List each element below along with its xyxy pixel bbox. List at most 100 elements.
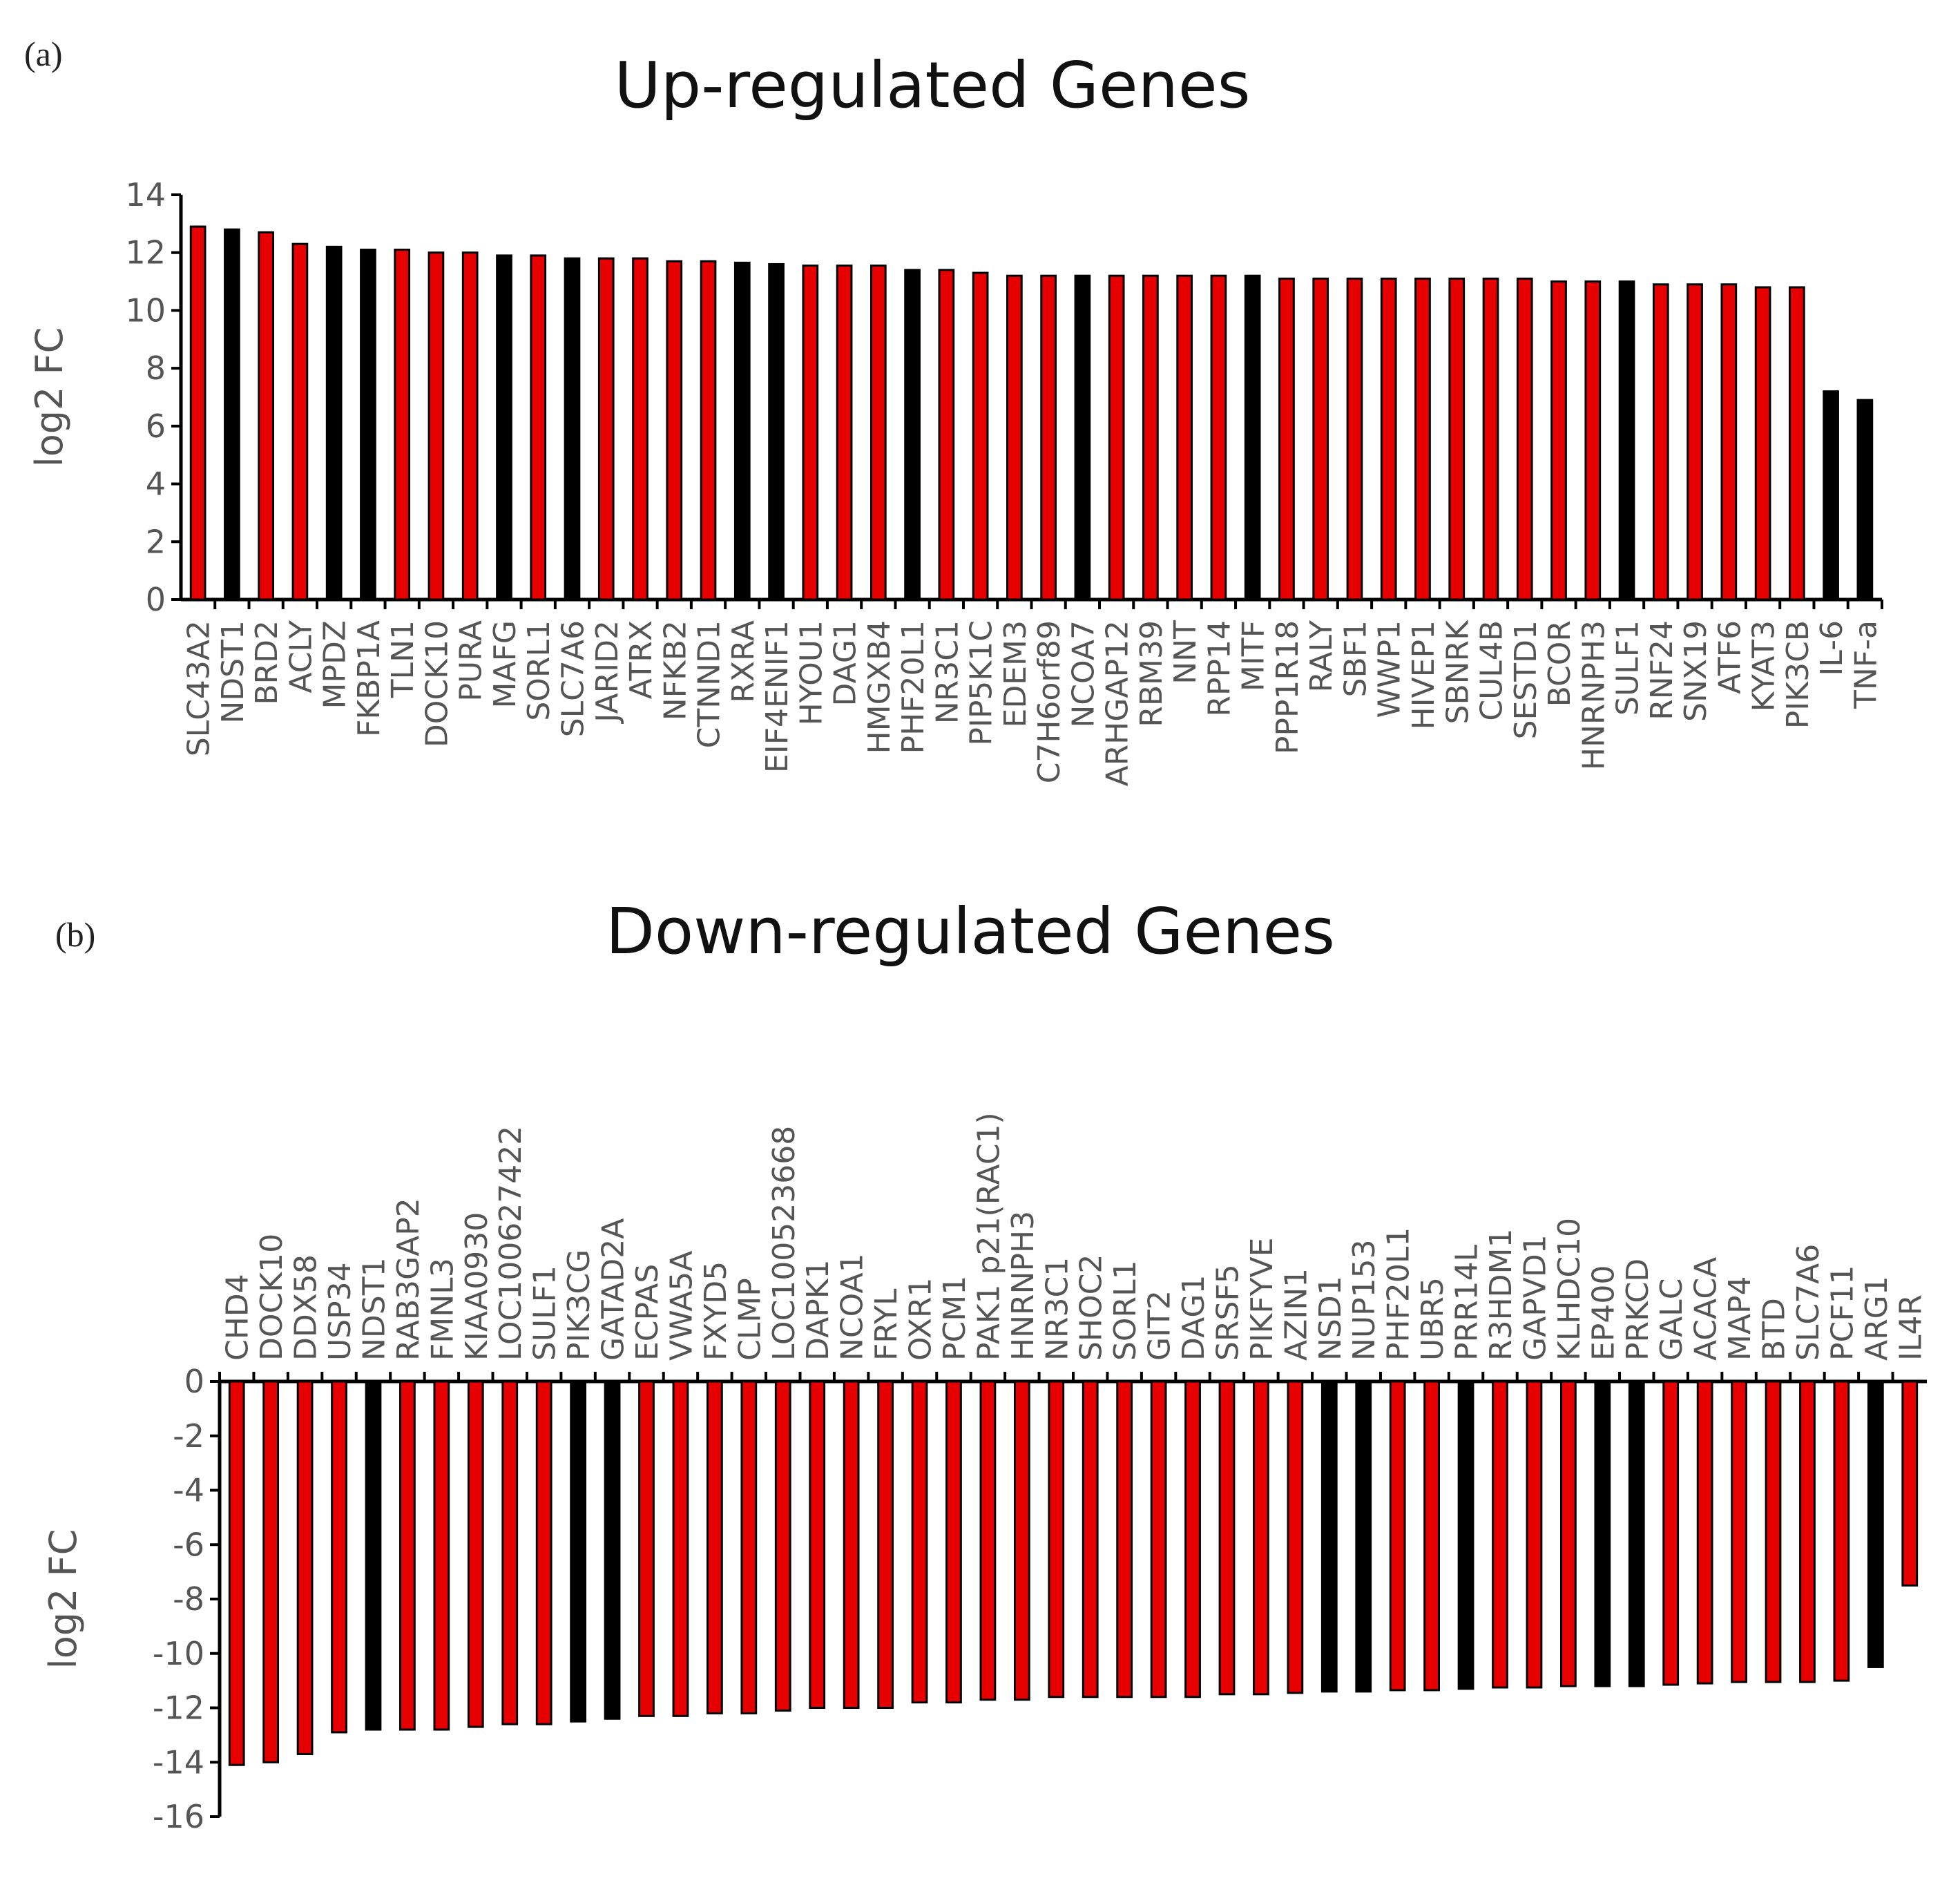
category-label: TLN1 — [385, 620, 421, 698]
category-label: PHF20L1 — [1381, 1227, 1416, 1361]
bar-pik3cb — [1789, 286, 1805, 601]
bar-nr3c1 — [938, 269, 955, 601]
category-label: PCF11 — [1825, 1265, 1860, 1361]
bar-phf20l1 — [904, 269, 921, 601]
category-label: HNRNPH3 — [1576, 620, 1611, 770]
category-label: BRD2 — [249, 620, 285, 705]
bar-pikfyve — [1253, 1380, 1269, 1696]
category-label: EP400 — [1586, 1265, 1621, 1361]
category-label: NR3C1 — [1039, 1257, 1075, 1361]
bar-nsd1 — [1320, 1380, 1338, 1693]
y-tick-label: 12 — [125, 234, 166, 271]
category-label: SORL1 — [1108, 1260, 1143, 1361]
bar-hyou1 — [802, 265, 819, 601]
bar-fryl — [877, 1380, 894, 1709]
bar-ctnnd1 — [700, 260, 717, 601]
bar-mafg — [496, 254, 512, 601]
bar-loc100627422 — [501, 1380, 519, 1725]
category-label: LOC100523668 — [767, 1126, 802, 1361]
category-label: CTNND1 — [692, 620, 727, 748]
category-label: MITF — [1236, 620, 1271, 691]
bar-sorl1 — [530, 254, 547, 601]
bar-sorl1 — [1116, 1380, 1133, 1699]
bar-ndst1 — [224, 228, 240, 601]
bar-atrx — [632, 257, 648, 601]
y-tick-label: 2 — [146, 523, 166, 560]
category-label: SHOC2 — [1074, 1254, 1109, 1361]
bar-slc7a6 — [1799, 1380, 1816, 1683]
bar-hnrnph3 — [1013, 1380, 1030, 1701]
bar-shoc2 — [1082, 1380, 1099, 1699]
category-label: FMNL3 — [425, 1258, 460, 1361]
category-label: LOC100627422 — [493, 1126, 528, 1361]
y-axis-label: log2 FC — [28, 327, 71, 468]
category-label: SBNRK — [1440, 620, 1475, 725]
category-label: UBR5 — [1415, 1277, 1450, 1361]
category-label: BCOR — [1542, 620, 1577, 707]
bar-kyat3 — [1754, 286, 1771, 601]
up-regulated-chart: 0 2 4 6 8 10 12 14 log2 FC SLC43A2NDST1BRD2ACLYMP… — [28, 176, 1883, 786]
bar-mitf — [1244, 274, 1261, 601]
bar-wwp1 — [1380, 277, 1397, 601]
bar-gapvd1 — [1526, 1380, 1543, 1689]
bar-sbnrk — [1448, 277, 1466, 601]
bar-pura — [461, 251, 479, 601]
bar-dock10 — [262, 1380, 280, 1763]
category-label: KIAA0930 — [459, 1212, 494, 1361]
category-label: SULF1 — [528, 1265, 563, 1361]
bar-acly — [291, 242, 309, 601]
category-label: PURA — [454, 620, 489, 702]
bar-dock10 — [427, 251, 445, 601]
bar-clmp — [740, 1380, 758, 1714]
category-label: SULF1 — [1611, 620, 1646, 716]
category-label: BTD — [1757, 1298, 1792, 1361]
bar-rpp14 — [1210, 274, 1227, 601]
bar-rnf24 — [1652, 283, 1669, 601]
y-tick-label: -2 — [173, 1417, 204, 1455]
category-label: PPP1R18 — [1270, 620, 1305, 754]
category-label: HNRNPH3 — [1006, 1211, 1041, 1361]
bar-r3hdm1 — [1492, 1380, 1508, 1689]
bar-ncoa1 — [843, 1380, 860, 1709]
category-label: RPP14 — [1202, 620, 1237, 717]
y-tick-label: 10 — [125, 291, 166, 329]
category-label: R3HDM1 — [1483, 1229, 1519, 1361]
category-label: NNT — [1168, 620, 1203, 685]
category-label: ATF6 — [1712, 620, 1747, 694]
category-label: SLC43A2 — [182, 620, 217, 756]
category-label: JARID2 — [590, 620, 625, 725]
category-label: HMGXB4 — [862, 620, 897, 754]
category-label: FRYL — [869, 1288, 904, 1361]
category-label: CLMP — [732, 1278, 767, 1361]
category-label: IL-6 — [1814, 620, 1849, 676]
category-label: SORL1 — [521, 620, 557, 721]
y-tick-label: 8 — [146, 350, 166, 387]
category-label: MAFG — [488, 620, 523, 708]
bar-phf20l1 — [1389, 1380, 1406, 1692]
category-label: PRR14L — [1450, 1244, 1485, 1361]
bar-fxyd5 — [706, 1380, 723, 1714]
category-label: NCOA1 — [835, 1253, 870, 1361]
category-label: WWP1 — [1372, 620, 1407, 718]
bar-il4r — [1901, 1380, 1919, 1587]
bar-ubr5 — [1423, 1380, 1441, 1692]
bar-nup153 — [1355, 1380, 1372, 1693]
bar-sbf1 — [1346, 277, 1363, 601]
category-label: C7H6orf89 — [1032, 620, 1067, 783]
y-tick-label: -4 — [173, 1472, 204, 1509]
category-label: NCOA7 — [1066, 620, 1101, 728]
bar-slc7a6 — [564, 257, 581, 601]
category-label: DOCK10 — [254, 1234, 289, 1361]
bar-git2 — [1150, 1380, 1167, 1699]
bar-pcm1 — [945, 1380, 962, 1704]
bar-hivep1 — [1414, 277, 1431, 601]
category-label: MPDZ — [318, 620, 353, 709]
category-label: USP34 — [323, 1262, 358, 1361]
bar-kiaa0930 — [467, 1380, 484, 1728]
bar-loc100523668 — [774, 1380, 791, 1712]
bar-fkbp1a — [360, 249, 376, 601]
category-label: DOCK10 — [419, 620, 454, 747]
bar-chd4 — [228, 1380, 245, 1766]
category-label: PRKCD — [1620, 1259, 1655, 1361]
category-label: NUP153 — [1347, 1239, 1382, 1361]
